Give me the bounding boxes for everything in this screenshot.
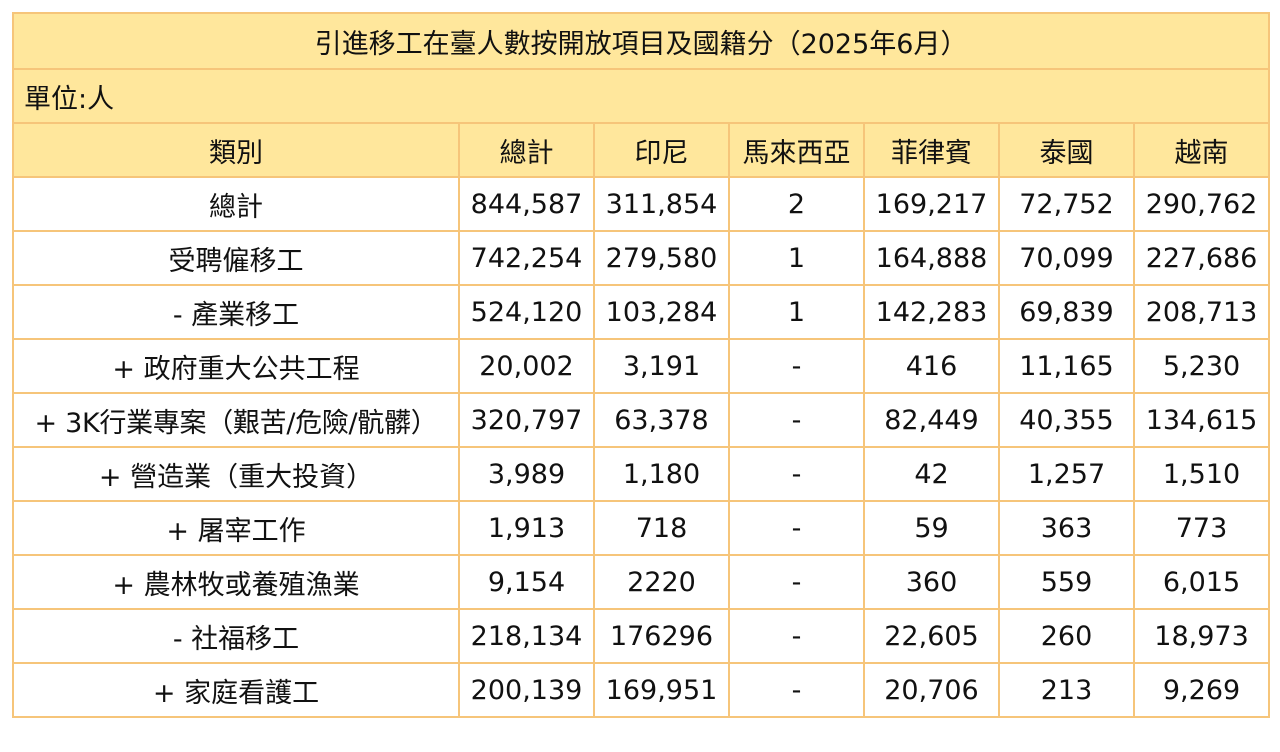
cell-indonesia: 176296 <box>593 608 730 664</box>
cell-total: 9,154 <box>458 554 595 610</box>
row-category: - 社福移工 <box>12 608 460 664</box>
table-row: + 家庭看護工 200,139 169,951 - 20,706 213 9,2… <box>12 662 1271 718</box>
header-row: 類別 總計 印尼 馬來西亞 菲律賓 泰國 越南 <box>12 122 1271 178</box>
cell-vietnam: 227,686 <box>1132 230 1271 286</box>
cell-philippines: 42 <box>863 446 1000 502</box>
column-header-vietnam: 越南 <box>1132 122 1271 178</box>
cell-malaysia: - <box>728 446 865 502</box>
row-category: + 家庭看護工 <box>12 662 460 718</box>
cell-total: 524,120 <box>458 284 595 340</box>
cell-philippines: 142,283 <box>863 284 1000 340</box>
row-category: 總計 <box>12 176 460 232</box>
row-category: + 營造業（重大投資） <box>12 446 460 502</box>
table-row: + 營造業（重大投資） 3,989 1,180 - 42 1,257 1,510 <box>12 446 1271 502</box>
cell-indonesia: 103,284 <box>593 284 730 340</box>
cell-malaysia: - <box>728 554 865 610</box>
unit-label: 單位:人 <box>11 68 1271 124</box>
cell-indonesia: 718 <box>593 500 730 556</box>
table-row: + 3K行業專案（艱苦/危險/骯髒） 320,797 63,378 - 82,4… <box>12 392 1271 448</box>
cell-total: 1,913 <box>458 500 595 556</box>
title-row: 引進移工在臺人數按開放項目及國籍分（2025年6月） <box>11 12 1271 70</box>
unit-row: 單位:人 <box>11 68 1271 124</box>
column-header-category: 類別 <box>12 122 460 178</box>
cell-thailand: 70,099 <box>998 230 1135 286</box>
row-category: - 產業移工 <box>12 284 460 340</box>
column-header-total: 總計 <box>458 122 595 178</box>
table-row: 總計 844,587 311,854 2 169,217 72,752 290,… <box>12 176 1271 232</box>
cell-thailand: 363 <box>998 500 1135 556</box>
cell-vietnam: 5,230 <box>1132 338 1271 394</box>
cell-malaysia: 1 <box>728 230 865 286</box>
cell-vietnam: 773 <box>1132 500 1271 556</box>
cell-indonesia: 3,191 <box>593 338 730 394</box>
cell-total: 3,989 <box>458 446 595 502</box>
cell-total: 320,797 <box>458 392 595 448</box>
table-title: 引進移工在臺人數按開放項目及國籍分（2025年6月） <box>11 12 1271 70</box>
cell-indonesia: 2220 <box>593 554 730 610</box>
statistics-table-container: 引進移工在臺人數按開放項目及國籍分（2025年6月） 單位:人 類別 總計 印尼… <box>11 12 1271 718</box>
cell-philippines: 20,706 <box>863 662 1000 718</box>
cell-vietnam: 208,713 <box>1132 284 1271 340</box>
table-row: + 屠宰工作 1,913 718 - 59 363 773 <box>12 500 1271 556</box>
table-row: - 產業移工 524,120 103,284 1 142,283 69,839 … <box>12 284 1271 340</box>
cell-thailand: 72,752 <box>998 176 1135 232</box>
cell-malaysia: - <box>728 662 865 718</box>
cell-malaysia: - <box>728 500 865 556</box>
cell-total: 200,139 <box>458 662 595 718</box>
cell-indonesia: 63,378 <box>593 392 730 448</box>
cell-philippines: 360 <box>863 554 1000 610</box>
row-category: + 政府重大公共工程 <box>12 338 460 394</box>
cell-philippines: 416 <box>863 338 1000 394</box>
cell-malaysia: 1 <box>728 284 865 340</box>
row-category: + 屠宰工作 <box>12 500 460 556</box>
cell-thailand: 213 <box>998 662 1135 718</box>
table-row: + 政府重大公共工程 20,002 3,191 - 416 11,165 5,2… <box>12 338 1271 394</box>
row-category: + 3K行業專案（艱苦/危險/骯髒） <box>12 392 460 448</box>
cell-philippines: 169,217 <box>863 176 1000 232</box>
cell-thailand: 260 <box>998 608 1135 664</box>
cell-thailand: 69,839 <box>998 284 1135 340</box>
cell-malaysia: 2 <box>728 176 865 232</box>
cell-indonesia: 1,180 <box>593 446 730 502</box>
migrant-workers-table: 引進移工在臺人數按開放項目及國籍分（2025年6月） 單位:人 類別 總計 印尼… <box>11 12 1271 718</box>
column-header-malaysia: 馬來西亞 <box>728 122 865 178</box>
cell-total: 742,254 <box>458 230 595 286</box>
column-header-philippines: 菲律賓 <box>863 122 1000 178</box>
cell-indonesia: 169,951 <box>593 662 730 718</box>
table-row: 受聘僱移工 742,254 279,580 1 164,888 70,099 2… <box>12 230 1271 286</box>
cell-indonesia: 311,854 <box>593 176 730 232</box>
table-row: + 農林牧或養殖漁業 9,154 2220 - 360 559 6,015 <box>12 554 1271 610</box>
row-category: + 農林牧或養殖漁業 <box>12 554 460 610</box>
cell-thailand: 40,355 <box>998 392 1135 448</box>
cell-total: 218,134 <box>458 608 595 664</box>
cell-vietnam: 1,510 <box>1132 446 1271 502</box>
cell-indonesia: 279,580 <box>593 230 730 286</box>
cell-vietnam: 9,269 <box>1132 662 1271 718</box>
cell-vietnam: 6,015 <box>1132 554 1271 610</box>
cell-malaysia: - <box>728 392 865 448</box>
cell-total: 20,002 <box>458 338 595 394</box>
cell-philippines: 82,449 <box>863 392 1000 448</box>
column-header-indonesia: 印尼 <box>593 122 730 178</box>
cell-vietnam: 18,973 <box>1132 608 1271 664</box>
cell-thailand: 559 <box>998 554 1135 610</box>
cell-malaysia: - <box>728 338 865 394</box>
cell-philippines: 59 <box>863 500 1000 556</box>
cell-thailand: 11,165 <box>998 338 1135 394</box>
cell-vietnam: 134,615 <box>1132 392 1271 448</box>
cell-malaysia: - <box>728 608 865 664</box>
table-row: - 社福移工 218,134 176296 - 22,605 260 18,97… <box>12 608 1271 664</box>
cell-thailand: 1,257 <box>998 446 1135 502</box>
column-header-thailand: 泰國 <box>998 122 1135 178</box>
row-category: 受聘僱移工 <box>12 230 460 286</box>
cell-philippines: 164,888 <box>863 230 1000 286</box>
cell-total: 844,587 <box>458 176 595 232</box>
cell-vietnam: 290,762 <box>1132 176 1271 232</box>
cell-philippines: 22,605 <box>863 608 1000 664</box>
